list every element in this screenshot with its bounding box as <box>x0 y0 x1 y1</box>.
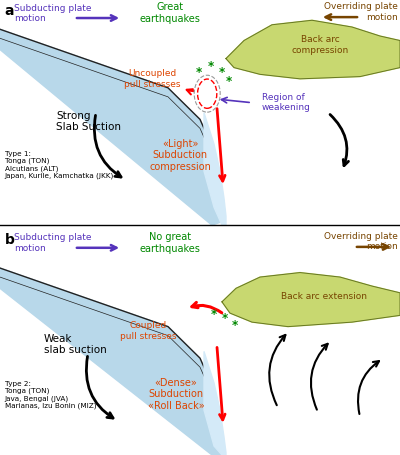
Text: Subducting plate
motion: Subducting plate motion <box>14 4 92 23</box>
Polygon shape <box>226 20 400 79</box>
Text: *: * <box>226 76 232 88</box>
Text: Strong
Slab Suction: Strong Slab Suction <box>56 111 121 132</box>
Text: *: * <box>208 60 214 73</box>
Text: a: a <box>5 4 14 18</box>
Text: *: * <box>232 319 238 332</box>
Text: Coupled
pull stresses: Coupled pull stresses <box>120 321 176 341</box>
Text: Overriding plate
motion: Overriding plate motion <box>324 232 398 252</box>
Text: Great
earthquakes: Great earthquakes <box>140 2 200 24</box>
Text: *: * <box>219 66 225 80</box>
Text: Back arc extension: Back arc extension <box>281 292 367 301</box>
Text: Type 2:
Tonga (TON)
Java, Bengal (JVA)
Marianas, Izu Bonin (MIZ): Type 2: Tonga (TON) Java, Bengal (JVA) M… <box>5 381 96 409</box>
Polygon shape <box>204 112 226 225</box>
Text: «Light»
Subduction
compression: «Light» Subduction compression <box>149 139 211 172</box>
Text: *: * <box>196 66 202 80</box>
Polygon shape <box>0 268 224 455</box>
Text: *: * <box>222 313 228 325</box>
Text: Region of
weakening: Region of weakening <box>262 93 311 112</box>
Text: Weak
slab suction: Weak slab suction <box>44 334 107 355</box>
Polygon shape <box>0 29 224 225</box>
Text: No great
earthquakes: No great earthquakes <box>140 232 200 253</box>
Text: b: b <box>5 233 15 248</box>
Text: Subducting plate
motion: Subducting plate motion <box>14 233 92 253</box>
Text: Type 1:
Tonga (TON)
Alcutians (ALT)
Japan, Kurile, Kamchatka (JKK): Type 1: Tonga (TON) Alcutians (ALT) Japa… <box>5 151 114 179</box>
Text: Overriding plate
motion: Overriding plate motion <box>324 2 398 22</box>
Text: «Dense»
Subduction
«Roll Back»: «Dense» Subduction «Roll Back» <box>148 378 204 411</box>
Polygon shape <box>222 273 400 327</box>
Polygon shape <box>204 351 226 455</box>
Text: *: * <box>211 308 217 321</box>
Text: Uncoupled
pull stresses: Uncoupled pull stresses <box>124 69 180 89</box>
Ellipse shape <box>194 75 220 112</box>
Text: Back arc
compression: Back arc compression <box>291 35 349 55</box>
